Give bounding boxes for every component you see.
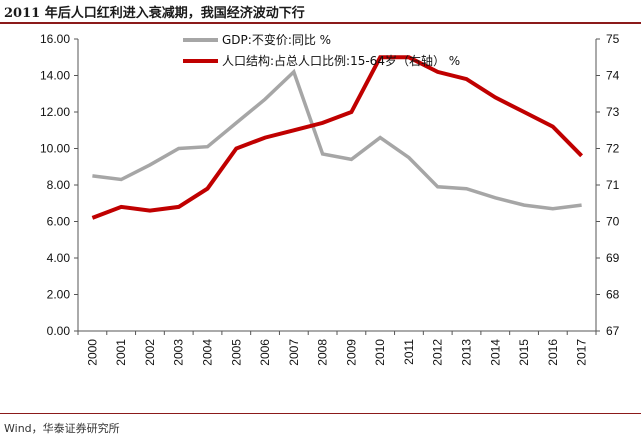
x-tick-label: 2006	[258, 339, 272, 366]
title-divider	[0, 22, 641, 24]
x-tick-label: 2007	[287, 339, 301, 366]
chart-title: 2011 年后人口红利进入衰减期，我国经济波动下行	[4, 6, 305, 21]
x-tick-label: 2002	[143, 339, 157, 366]
left-tick-label: 4.00	[47, 251, 71, 265]
right-tick-label: 68	[606, 288, 620, 302]
x-tick-label: 2008	[316, 339, 330, 366]
source-note: Wind，华泰证券研究所	[4, 422, 120, 435]
x-tick-label: 2011	[402, 339, 416, 365]
right-tick-label: 69	[606, 251, 620, 265]
left-tick-label: 10.00	[40, 142, 70, 156]
right-tick-label: 73	[606, 105, 620, 119]
legend-population-label: 人口结构:占总人口比例:15-64岁（右轴） %	[222, 53, 460, 68]
x-tick-label: 2015	[517, 339, 531, 366]
legend-gdp-label: GDP:不变价:同比 %	[222, 32, 331, 47]
x-tick-label: 2001	[114, 339, 128, 366]
right-tick-label: 70	[606, 215, 620, 229]
x-tick-label: 2013	[460, 339, 474, 366]
population-series-line	[91, 55, 584, 220]
left-tick-label: 12.00	[40, 105, 70, 119]
left-tick-label: 2.00	[47, 288, 71, 302]
x-tick-label: 2009	[344, 339, 358, 366]
x-tick-label: 2000	[85, 339, 99, 366]
left-tick-label: 14.00	[40, 69, 70, 83]
x-tick-label: 2016	[546, 339, 560, 366]
gdp-series-line	[92, 68, 582, 211]
right-tick-label: 74	[606, 69, 620, 83]
x-tick-label: 2012	[431, 339, 445, 366]
left-tick-label: 6.00	[47, 215, 71, 229]
x-tick-label: 2005	[229, 339, 243, 366]
x-tick-label: 2004	[201, 339, 215, 366]
footer-divider	[0, 413, 641, 414]
right-tick-label: 75	[606, 32, 620, 46]
right-tick-label: 67	[606, 324, 620, 338]
x-tick-label: 2017	[575, 339, 589, 366]
left-tick-label: 8.00	[47, 178, 71, 192]
x-tick-label: 2010	[373, 339, 387, 366]
left-tick-label: 0.00	[47, 324, 71, 338]
x-tick-label: 2014	[488, 339, 502, 366]
x-tick-label: 2003	[172, 339, 186, 366]
right-tick-label: 72	[606, 142, 620, 156]
left-tick-label: 16.00	[40, 32, 70, 46]
right-tick-label: 71	[606, 178, 620, 192]
